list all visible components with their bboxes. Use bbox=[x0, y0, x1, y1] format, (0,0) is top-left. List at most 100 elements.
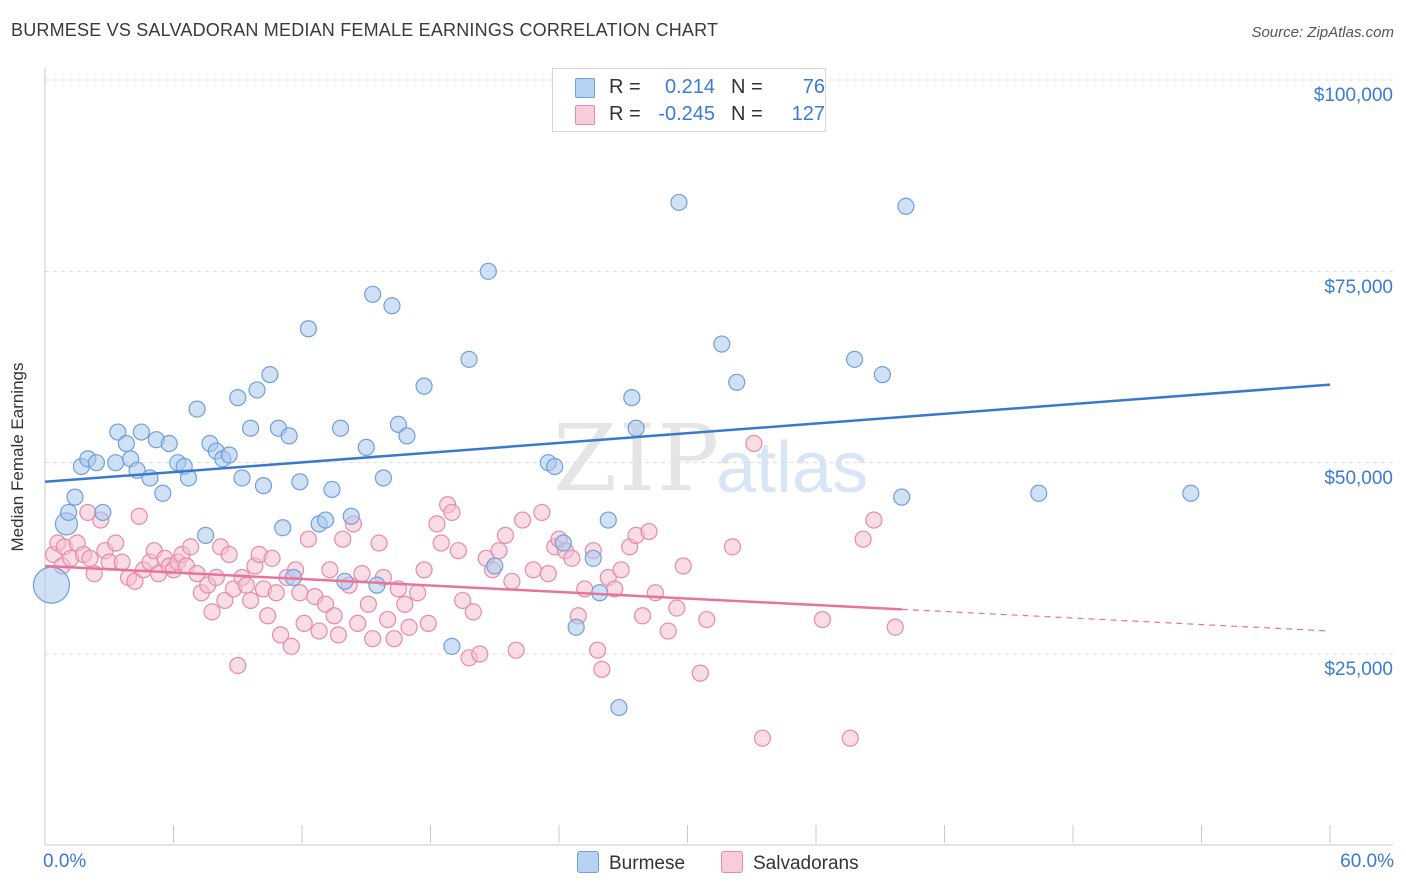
burmese-point bbox=[160, 434, 178, 453]
correlation-legend: R = 0.214 N = 76 R = -0.245 N = 127 bbox=[552, 68, 826, 132]
burmese-point bbox=[248, 381, 266, 399]
burmese-point bbox=[274, 519, 292, 537]
salvadoran-swatch bbox=[575, 105, 595, 125]
burmese-point bbox=[59, 503, 78, 522]
burmese-point bbox=[331, 419, 350, 437]
salvadoran-point bbox=[113, 553, 131, 571]
burmese-point bbox=[728, 373, 746, 391]
salvadoran-point bbox=[271, 626, 290, 644]
salvadoran-point bbox=[237, 576, 255, 594]
burmese-point bbox=[486, 557, 504, 575]
burmese-point bbox=[66, 488, 84, 506]
burmese-point bbox=[443, 637, 461, 655]
burmese-point bbox=[261, 366, 279, 384]
n-value: 127 bbox=[791, 103, 825, 125]
burmese-point bbox=[291, 473, 309, 491]
salvadoran-point bbox=[428, 515, 446, 533]
burmese-point bbox=[897, 197, 915, 215]
salvadoran-point bbox=[745, 434, 763, 453]
burmese-point bbox=[627, 419, 645, 437]
legend-label-burmese: Burmese bbox=[609, 853, 686, 874]
salvadoran-point bbox=[385, 630, 403, 648]
burmese-point bbox=[389, 415, 407, 433]
y-axis-title: Median Female Earnings bbox=[8, 362, 27, 552]
salvadoran-point bbox=[220, 545, 238, 564]
salvadoran-point bbox=[419, 614, 437, 632]
salvadoran-point bbox=[349, 614, 367, 632]
watermark-atlas: atlas bbox=[716, 428, 869, 508]
burmese-point bbox=[154, 484, 172, 502]
salvadoran-point bbox=[443, 503, 461, 522]
salvadoran-point bbox=[409, 584, 427, 602]
salvadoran-point bbox=[316, 595, 335, 613]
salvadoran-point bbox=[464, 603, 482, 621]
burmese-point bbox=[415, 377, 433, 395]
burmese-point bbox=[94, 503, 112, 522]
burmese-trend-line bbox=[44, 383, 1331, 484]
burmese-point bbox=[188, 400, 206, 418]
burmese-point bbox=[554, 534, 572, 552]
salvadoran-point bbox=[379, 610, 397, 629]
legend-item-burmese: Burmese bbox=[577, 850, 685, 878]
r-label: R = bbox=[609, 103, 641, 125]
burmese-point bbox=[254, 477, 273, 495]
salvadoran-point bbox=[107, 534, 125, 552]
burmese-point bbox=[32, 566, 71, 604]
salvadoran-trend-extension bbox=[901, 608, 1331, 632]
salvadoran-point bbox=[203, 603, 221, 621]
burmese-point bbox=[233, 469, 251, 487]
burmese-point bbox=[220, 446, 238, 464]
burmese-point bbox=[107, 454, 125, 472]
y-tick-label: $25,000 bbox=[1324, 659, 1393, 680]
salvadoran-point bbox=[612, 561, 630, 579]
salvadoran-point bbox=[126, 572, 144, 590]
salvadoran-point bbox=[524, 561, 542, 579]
salvadoran-point bbox=[325, 607, 343, 625]
salvadoran-point bbox=[503, 572, 521, 590]
salvadoran-point bbox=[507, 641, 525, 659]
salvadoran-point bbox=[674, 557, 692, 575]
salvadoran-point bbox=[242, 591, 260, 610]
burmese-point bbox=[1182, 484, 1200, 502]
salvadoran-point bbox=[449, 542, 467, 560]
salvadoran-point bbox=[659, 622, 677, 640]
burmese-point bbox=[479, 262, 497, 280]
n-label: N = bbox=[731, 76, 763, 98]
burmese-swatch bbox=[575, 78, 595, 98]
salvadoran-point bbox=[359, 595, 377, 613]
burmese-point bbox=[546, 457, 564, 476]
trend-lines bbox=[44, 383, 1331, 632]
salvadoran-point bbox=[533, 503, 551, 522]
chart-title: BURMESE VS SALVADORAN MEDIAN FEMALE EARN… bbox=[11, 20, 719, 40]
data-points bbox=[32, 193, 1200, 747]
salvadoran-point bbox=[539, 565, 557, 583]
salvadoran-point bbox=[291, 584, 309, 602]
salvadoran-point bbox=[370, 534, 388, 552]
burmese-point bbox=[460, 350, 478, 368]
salvadoran-point bbox=[886, 618, 904, 636]
n-value: 76 bbox=[802, 76, 825, 98]
burmese-point bbox=[342, 507, 360, 525]
salvadoran-point bbox=[668, 599, 686, 617]
burmese-point bbox=[109, 423, 127, 441]
burmese-point bbox=[117, 434, 135, 453]
salvadoran-point bbox=[471, 645, 489, 663]
salvadoran-point bbox=[723, 538, 742, 556]
burmese-point bbox=[374, 469, 392, 487]
salvadoran-point bbox=[130, 507, 148, 525]
axes bbox=[44, 68, 1393, 846]
n-label: N = bbox=[731, 103, 763, 125]
y-tick-label: $75,000 bbox=[1324, 277, 1393, 298]
salvadoran-point bbox=[400, 618, 418, 636]
burmese-point bbox=[299, 320, 318, 338]
salvadoran-point bbox=[282, 637, 300, 655]
salvadoran-point bbox=[813, 610, 832, 629]
burmese-point bbox=[323, 480, 341, 499]
salvadoran-point bbox=[267, 584, 285, 602]
salvadoran-point bbox=[865, 511, 883, 529]
legend-label-salvadorans: Salvadorans bbox=[753, 853, 859, 874]
salvadoran-trend-line bbox=[44, 564, 902, 611]
salvadoran-point bbox=[753, 729, 772, 747]
salvadoran-point bbox=[513, 511, 532, 529]
